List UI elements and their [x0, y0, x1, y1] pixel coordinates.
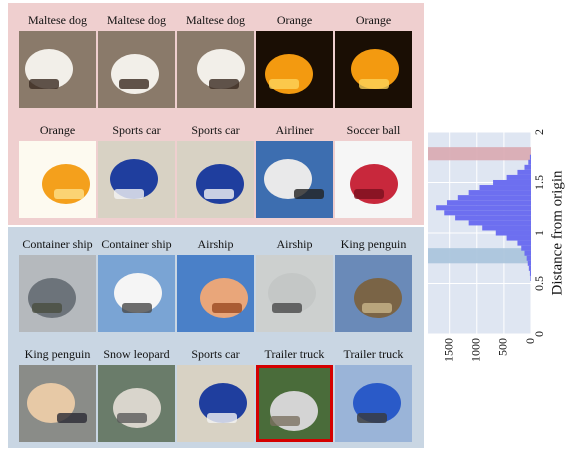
histogram-bar [506, 235, 531, 241]
histogram-bar [517, 240, 531, 246]
histogram-bar [517, 169, 531, 175]
histogram-bar [495, 230, 531, 236]
histogram-bar [455, 215, 531, 221]
example-label: Trailer truck [264, 347, 325, 361]
histogram-bar [493, 179, 531, 186]
example-label: Trailer truck [343, 347, 404, 361]
container-ship-photo [19, 255, 96, 332]
trailer-truck-photo [256, 365, 333, 442]
example-label: Maltese dog [107, 13, 166, 27]
snow-leopard-photo [98, 365, 175, 442]
histogram-bar [529, 270, 531, 276]
highlight-band-bottom [428, 248, 531, 264]
histogram-bar [521, 245, 531, 251]
histogram-bar [468, 220, 531, 226]
orange-photo [335, 31, 412, 108]
lighthouse-photo [98, 255, 175, 332]
example-label: Snow leopard [103, 347, 170, 361]
example-label: Orange [276, 13, 313, 27]
x-tick-label: 500 [496, 338, 510, 356]
histogram-bar [446, 200, 531, 206]
histogram-bar [506, 174, 531, 180]
example-label: Orange [39, 123, 76, 137]
example-label: Maltese dog [186, 13, 245, 27]
truck-photo [335, 365, 412, 442]
top-examples-panel: Maltese dog Maltese dog Maltese dog Orange O… [8, 3, 424, 225]
sports-car-photo [177, 141, 254, 218]
histogram-svg: 0 0.5 1 1.5 2 0 500 1000 1500 Distance from origi… [428, 129, 565, 362]
y-tick-label: 1.5 [532, 175, 546, 190]
example-label: Airship [197, 237, 234, 251]
histogram-bar [524, 164, 531, 170]
histogram-bar [524, 250, 531, 256]
distance-histogram: 0 0.5 1 1.5 2 0 500 1000 1500 Distance from origi… [424, 118, 565, 450]
maltese-dog-photo [19, 31, 96, 108]
example-label: Maltese dog [28, 13, 87, 27]
example-label: Airship [276, 237, 313, 251]
example-label: King penguin [24, 347, 91, 361]
histogram-bar [482, 225, 531, 231]
maltese-dog-photo [177, 31, 254, 108]
soccer-ball-photo [335, 141, 412, 218]
histogram-bar [528, 265, 531, 271]
example-label: King penguin [340, 237, 407, 251]
sports-car-photo [98, 141, 175, 218]
example-label: Sports car [112, 123, 161, 137]
example-label: Container ship [101, 237, 172, 251]
example-label: Orange [355, 13, 392, 27]
sky-photo [256, 255, 333, 332]
histogram-bar [479, 185, 531, 191]
histogram-bar [528, 159, 531, 165]
y-tick-label: 0 [532, 331, 546, 337]
histogram-bar [457, 195, 531, 201]
bottom-examples-panel: Container ship Container ship Airship Airsh… [8, 227, 424, 448]
y-tick-label: 2 [532, 129, 546, 135]
example-label: Soccer ball [346, 123, 401, 137]
example-label: Airliner [275, 123, 314, 137]
example-label: Sports car [191, 123, 240, 137]
penguin-crowd-photo [19, 365, 96, 442]
y-axis-label: Distance from origin [549, 170, 565, 295]
highlight-band-top [428, 147, 531, 161]
x-tick-label: 1500 [441, 338, 455, 362]
rocks-photo [335, 255, 412, 332]
histogram-bar [526, 255, 531, 261]
histogram-bar [436, 205, 531, 211]
orange-photo [256, 31, 333, 108]
maltese-dog-photo [98, 31, 175, 108]
histogram-bar [530, 275, 531, 281]
y-tick-label: 0.5 [532, 276, 546, 291]
example-label: Sports car [191, 347, 240, 361]
histogram-bar [444, 210, 531, 216]
y-tick-label: 1 [532, 230, 546, 236]
airliner-photo [256, 141, 333, 218]
x-tick-label: 1000 [469, 338, 483, 362]
example-label: Container ship [22, 237, 93, 251]
histogram-bar [529, 154, 531, 160]
sports-car-photo [177, 365, 254, 442]
orange-slice-photo [19, 141, 96, 218]
airship-photo [177, 255, 254, 332]
histogram-bar [468, 190, 531, 196]
x-tick-label: 0 [523, 338, 537, 344]
histogram-bar [527, 260, 531, 266]
